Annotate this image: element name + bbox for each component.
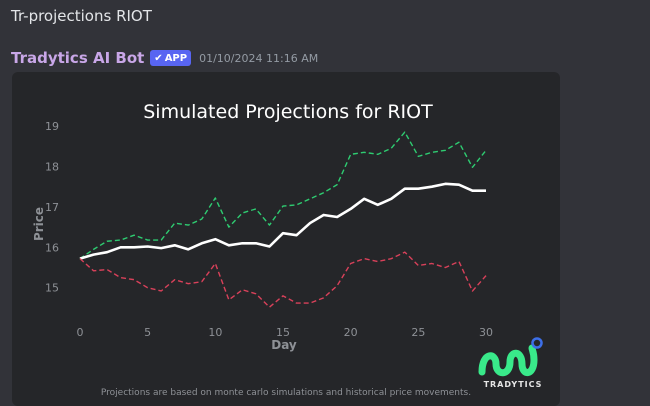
logo-text: TRADYTICS bbox=[483, 380, 543, 389]
x-tick-label: 30 bbox=[479, 326, 493, 339]
chart-footnote: Projections are based on monte carlo sim… bbox=[100, 388, 472, 398]
series-line-1 bbox=[79, 182, 486, 260]
channel-title: Tr-projections RIOT bbox=[11, 7, 152, 25]
projection-chart: Simulated Projections for RIOT 15 16 17 18 1… bbox=[32, 101, 493, 352]
y-tick-label: 17 bbox=[45, 201, 59, 214]
app-badge: ✔ APP bbox=[150, 50, 192, 66]
app-badge-label: APP bbox=[164, 52, 188, 64]
message-timestamp: 01/10/2024 11:16 AM bbox=[199, 51, 319, 65]
x-tick-label: 10 bbox=[208, 326, 222, 339]
x-tick-label: 25 bbox=[411, 326, 425, 339]
y-axis-label: Price bbox=[32, 207, 46, 241]
y-tick-label: 19 bbox=[45, 120, 59, 133]
x-axis-label: Day bbox=[271, 338, 297, 352]
y-tick-label: 18 bbox=[45, 160, 59, 173]
x-tick-label: 5 bbox=[144, 326, 151, 339]
chart-embed[interactable]: Simulated Projections for RIOT 15 16 17 18 1… bbox=[12, 72, 560, 406]
author-name[interactable]: Tradytics AI Bot bbox=[11, 49, 145, 67]
tradytics-logo: TRADYTICS bbox=[474, 334, 552, 392]
message-header: Tradytics AI Bot ✔ APP 01/10/2024 11:16 … bbox=[11, 49, 318, 67]
y-tick-label: 16 bbox=[45, 241, 59, 254]
x-tick-label: 0 bbox=[77, 326, 84, 339]
series-line-2 bbox=[79, 251, 487, 308]
series-line-0 bbox=[79, 131, 487, 260]
x-tick-label: 15 bbox=[276, 326, 290, 339]
checkmark-icon: ✔ bbox=[154, 52, 163, 64]
y-tick-label: 15 bbox=[45, 282, 59, 295]
chart-title: Simulated Projections for RIOT bbox=[143, 101, 433, 123]
x-tick-label: 20 bbox=[344, 326, 358, 339]
